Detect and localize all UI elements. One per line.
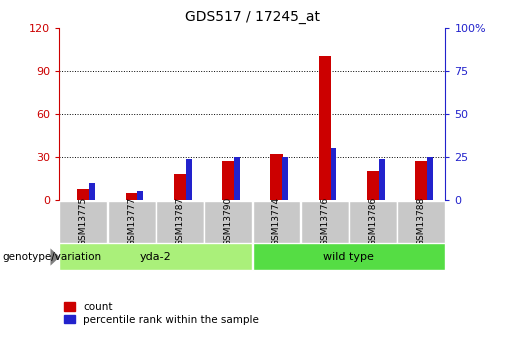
Text: GSM13777: GSM13777 [127, 197, 136, 246]
Text: GSM13776: GSM13776 [320, 197, 329, 246]
Bar [427, 157, 433, 200]
Legend: count, percentile rank within the sample: count, percentile rank within the sample [64, 302, 259, 325]
Bar [174, 174, 186, 200]
Bar [108, 200, 156, 243]
Bar [59, 200, 107, 243]
Polygon shape [50, 248, 60, 266]
Text: genotype/variation: genotype/variation [3, 252, 101, 262]
Text: GSM13774: GSM13774 [272, 197, 281, 246]
Bar [367, 171, 379, 200]
Bar [252, 243, 445, 270]
Bar [59, 243, 252, 270]
Bar [234, 157, 240, 200]
Bar [156, 200, 204, 243]
Bar [282, 157, 288, 200]
Bar [204, 200, 252, 243]
Bar [270, 154, 283, 200]
Title: GDS517 / 17245_at: GDS517 / 17245_at [185, 10, 320, 24]
Bar [77, 189, 90, 200]
Bar [398, 200, 445, 243]
Text: wild type: wild type [323, 252, 374, 262]
Bar [415, 161, 427, 200]
Bar [319, 56, 331, 200]
Bar [331, 148, 336, 200]
Bar [252, 200, 300, 243]
Bar [222, 161, 234, 200]
Bar [126, 193, 138, 200]
Bar [138, 191, 143, 200]
Bar [379, 159, 385, 200]
Text: GSM13775: GSM13775 [79, 197, 88, 246]
Text: yda-2: yda-2 [140, 252, 171, 262]
Bar [301, 200, 349, 243]
Bar [89, 183, 95, 200]
Text: GSM13790: GSM13790 [224, 197, 233, 246]
Text: GSM13786: GSM13786 [369, 197, 377, 246]
Bar [349, 200, 397, 243]
Bar [186, 159, 192, 200]
Text: GSM13787: GSM13787 [176, 197, 184, 246]
Text: GSM13788: GSM13788 [417, 197, 426, 246]
